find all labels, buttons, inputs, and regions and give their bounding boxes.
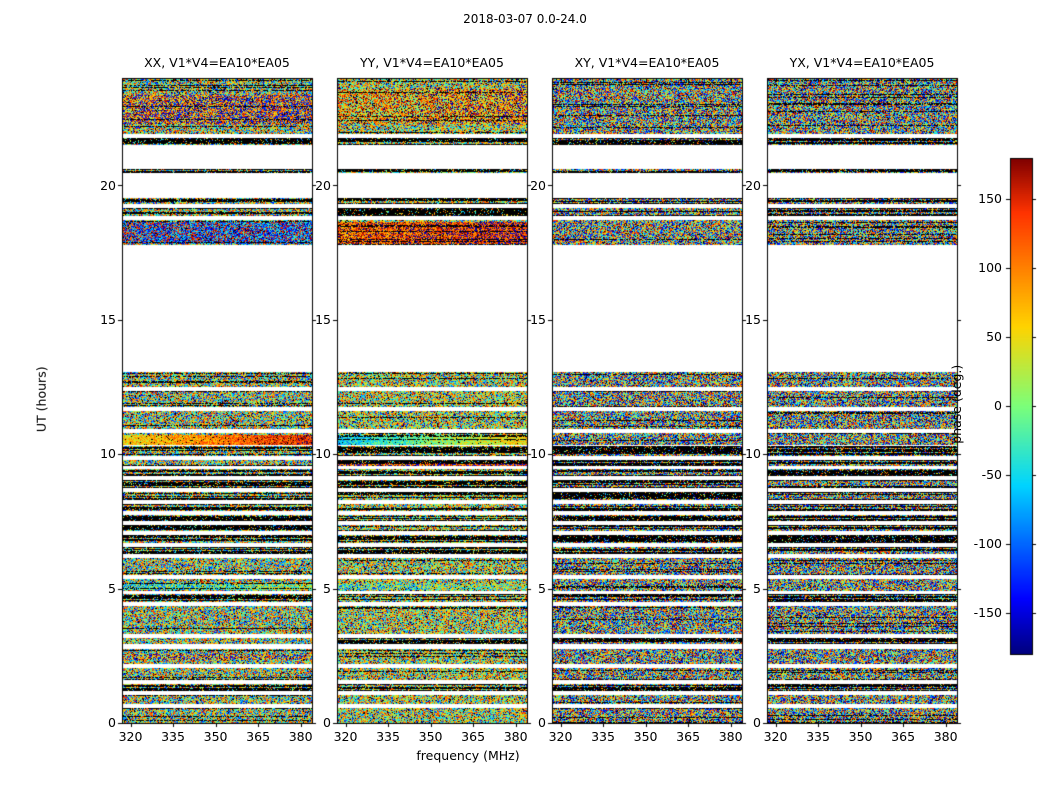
x-tick-label-p1-2: 350 bbox=[418, 729, 443, 744]
y-tick-label-p2-2: 10 bbox=[530, 446, 546, 462]
x-tick-label-p0-2: 350 bbox=[203, 729, 228, 744]
x-tick-label-p2-0: 320 bbox=[548, 729, 573, 744]
y-tick-label-p0-3: 15 bbox=[100, 311, 116, 327]
y-tick-label-p0-0: 0 bbox=[108, 715, 116, 730]
x-tick-label-p2-4: 380 bbox=[718, 729, 743, 744]
figure-title: 2018-03-07 0.0-24.0 bbox=[463, 12, 587, 26]
x-tick-label-p0-3: 365 bbox=[246, 729, 271, 744]
panel-title-xx: XX, V1*V4=EA10*EA05 bbox=[144, 55, 290, 70]
x-tick-label-p3-0: 320 bbox=[763, 729, 788, 744]
x-tick-label-p1-1: 335 bbox=[376, 729, 400, 744]
panel-title-yx: YX, V1*V4=EA10*EA05 bbox=[789, 55, 935, 70]
x-tick-label-p1-4: 380 bbox=[503, 729, 528, 744]
colorbar-tick-label-0: -150 bbox=[973, 604, 1002, 620]
y-tick-label-p1-2: 10 bbox=[315, 446, 331, 462]
x-tick-label-p2-1: 335 bbox=[591, 729, 615, 744]
colorbar-tick-label-1: -100 bbox=[973, 535, 1002, 551]
colorbar-tick-label-2: -50 bbox=[981, 466, 1002, 482]
x-tick-label-p1-3: 365 bbox=[461, 729, 486, 744]
y-tick-label-p1-0: 0 bbox=[323, 715, 331, 730]
x-tick-label-p3-2: 350 bbox=[848, 729, 873, 744]
y-tick-label-p2-0: 0 bbox=[538, 715, 546, 730]
y-tick-label-p2-1: 5 bbox=[538, 580, 546, 596]
x-tick-label-p3-1: 335 bbox=[806, 729, 830, 744]
x-tick-label-p0-1: 335 bbox=[161, 729, 185, 744]
x-tick-label-p0-0: 320 bbox=[118, 729, 143, 744]
y-tick-label-p3-1: 5 bbox=[753, 580, 761, 596]
x-tick-label-p0-4: 380 bbox=[288, 729, 313, 744]
x-tick-label-p1-0: 320 bbox=[333, 729, 358, 744]
x-tick-label-p3-3: 365 bbox=[891, 729, 916, 744]
y-tick-label-p1-4: 20 bbox=[315, 177, 331, 193]
y-tick-label-p0-2: 10 bbox=[100, 446, 116, 462]
y-tick-label-p1-3: 15 bbox=[315, 311, 331, 327]
y-tick-label-p2-4: 20 bbox=[530, 177, 546, 193]
y-axis-label: UT (hours) bbox=[33, 365, 49, 432]
x-tick-label-p3-4: 380 bbox=[933, 729, 958, 744]
x-tick-label-p2-3: 365 bbox=[676, 729, 701, 744]
panel-title-xy: XY, V1*V4=EA10*EA05 bbox=[574, 55, 720, 70]
y-tick-label-p3-0: 0 bbox=[753, 715, 761, 730]
x-axis-label: frequency (MHz) bbox=[416, 748, 520, 763]
x-tick-label-p2-2: 350 bbox=[633, 729, 658, 744]
colorbar-tick-label-4: 50 bbox=[986, 329, 1002, 345]
y-tick-label-p0-4: 20 bbox=[100, 177, 116, 193]
y-tick-label-p3-4: 20 bbox=[745, 177, 761, 193]
colorbar-tick-label-3: 0 bbox=[994, 398, 1002, 413]
y-tick-label-p3-2: 10 bbox=[745, 446, 761, 462]
colorbar-tick-label-6: 150 bbox=[978, 191, 1002, 207]
y-tick-label-p0-1: 5 bbox=[108, 580, 116, 596]
colorbar-tick-label-5: 100 bbox=[978, 260, 1002, 276]
y-tick-label-p2-3: 15 bbox=[530, 311, 546, 327]
y-tick-label-p1-1: 5 bbox=[323, 580, 331, 596]
y-tick-label-p3-3: 15 bbox=[745, 311, 761, 327]
panel-title-yy: YY, V1*V4=EA10*EA05 bbox=[360, 55, 504, 70]
